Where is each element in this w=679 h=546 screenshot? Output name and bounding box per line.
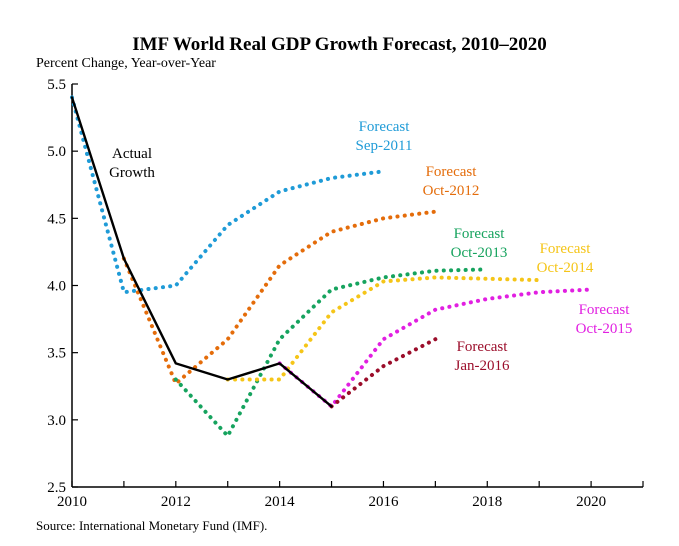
series-line-forecast-oct-2015: [277, 287, 594, 409]
y-tick-label: 2.5: [47, 480, 66, 496]
series-line-forecast-oct-2012: [121, 209, 438, 386]
chart-title: IMF World Real GDP Growth Forecast, 2010…: [132, 34, 547, 55]
series-label-forecast-jan-2016: Forecast: [457, 339, 509, 355]
series-label-forecast-oct-2014: Oct-2014: [537, 260, 594, 276]
series-label-forecast-jan-2016: Jan-2016: [455, 358, 510, 374]
series-label-forecast-sep-2011: Forecast: [359, 119, 411, 135]
x-tick-label: 2014: [265, 494, 296, 510]
series-label-forecast-oct-2012: Forecast: [426, 164, 478, 180]
series-label-forecast-oct-2012: Oct-2012: [423, 183, 480, 199]
x-tick-label: 2012: [161, 494, 191, 510]
series-label-forecast-oct-2013: Forecast: [454, 226, 506, 242]
series-label-actual-growth: Growth: [109, 165, 155, 181]
x-tick-label: 2018: [472, 494, 502, 510]
y-tick-label: 5.0: [47, 144, 66, 160]
x-tick-label: 2010: [57, 494, 87, 510]
series-line-forecast-oct-2013: [173, 267, 490, 438]
series-label-forecast-oct-2013: Oct-2013: [451, 245, 508, 261]
x-tick-label: 2016: [368, 494, 399, 510]
series-label-forecast-oct-2015: Forecast: [579, 302, 631, 318]
series-label-forecast-oct-2015: Oct-2015: [576, 321, 633, 337]
y-tick-label: 4.0: [47, 279, 66, 295]
y-tick-label: 3.5: [47, 346, 66, 362]
series-label-forecast-oct-2014: Forecast: [540, 241, 592, 257]
series-line-forecast-sep-2011: [70, 95, 386, 295]
y-tick-label: 4.5: [47, 211, 66, 227]
y-tick-label: 5.5: [47, 77, 66, 93]
x-tick-label: 2020: [576, 494, 606, 510]
series-label-actual-growth: Actual: [112, 146, 152, 162]
y-axis-label: Percent Change, Year-over-Year: [36, 56, 216, 71]
source-note: Source: International Monetary Fund (IMF…: [36, 518, 268, 533]
series-label-forecast-sep-2011: Sep-2011: [356, 138, 413, 154]
series-line-actual-growth: [70, 96, 333, 408]
y-tick-label: 3.0: [47, 413, 66, 429]
series-line-forecast-jan-2016: [329, 337, 438, 409]
series-line-forecast-oct-2014: [225, 275, 542, 382]
